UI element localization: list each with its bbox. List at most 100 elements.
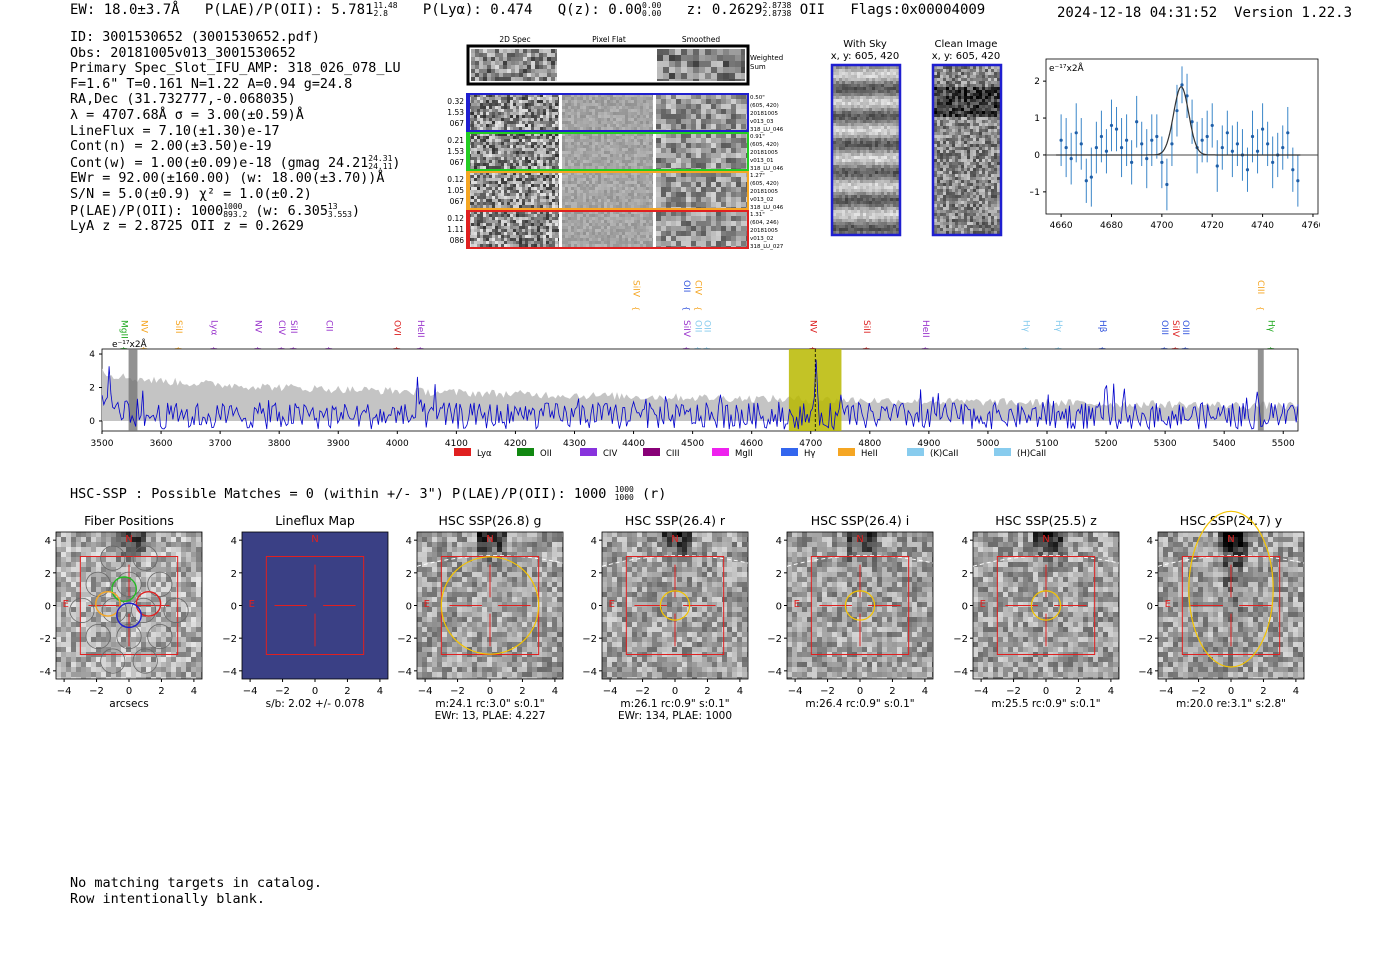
zoom-point	[1079, 142, 1083, 146]
panel-xtick-label: 4	[737, 686, 743, 697]
lineflux-map	[242, 532, 388, 679]
legend-label: Hγ	[804, 449, 815, 459]
plya-value: P(Lyα): 0.474	[422, 2, 533, 18]
cutout-smooth-block	[656, 133, 748, 170]
spectrum-xtick-label: 5500	[1272, 439, 1295, 449]
spectral-line-bracket: {	[1098, 346, 1107, 351]
zoom-point	[1094, 145, 1098, 150]
panel-xtick-label: −2	[820, 686, 835, 697]
spectral-line-bracket: {	[682, 346, 691, 351]
panel-caption: m:20.0 re:3.1" s:2.8"	[1176, 698, 1286, 710]
panel-ytick-label: −2	[953, 634, 968, 645]
compass-north: N	[1227, 534, 1234, 545]
panel-image	[1158, 532, 1304, 679]
cutout-right-label: 318_LU_046	[750, 205, 784, 211]
zoom-point	[1059, 138, 1063, 142]
fiber-circle	[85, 623, 111, 650]
zoom-point	[1250, 134, 1255, 139]
spectrum-xtick-label: 4400	[622, 439, 645, 449]
compass-east: E	[980, 599, 986, 610]
fiber-circle	[132, 648, 158, 674]
zoom-xtick-label: 4760	[1302, 221, 1320, 231]
legend-swatch	[517, 448, 534, 456]
clean-image-xy: x, y: 605, 420	[932, 51, 1001, 62]
spectral-line-bracket: {	[209, 346, 218, 351]
panel-ytick-label: 2	[591, 569, 597, 580]
cutout-left-label: 1.53	[447, 108, 464, 117]
zoom-point	[1235, 142, 1240, 146]
zoom-point	[1271, 160, 1275, 164]
legend-swatch	[838, 448, 855, 456]
aperture-box	[625, 556, 725, 655]
cutout-right-label: 318_LU_046	[750, 127, 784, 133]
with-sky-frame	[830, 63, 902, 237]
zoom-point	[1185, 94, 1189, 98]
fiber-circle	[116, 623, 142, 650]
panel-xtick-label: 2	[519, 686, 525, 697]
panel-xtick-label: 0	[487, 686, 493, 697]
legend-label: Lyα	[477, 449, 492, 459]
spectral-line-bracket: {	[174, 346, 183, 351]
zoom-point	[1255, 149, 1260, 153]
compass-east: E	[1165, 599, 1171, 610]
weighted-sum-row: Weighted Sum	[466, 44, 783, 86]
zoom-point	[1210, 123, 1214, 128]
spectral-line-label: SiIV	[631, 280, 641, 298]
zoom-point	[1109, 123, 1114, 128]
sum-label: Sum	[750, 63, 766, 71]
cutout-left-label: 0.21	[447, 136, 464, 145]
clean-image	[931, 63, 1003, 237]
panel-ytick-label: 4	[962, 536, 968, 547]
hsc-panel-5: HSC SSP(26.4) i N E 4 2 0 −2 −4 −4 −2 0 2 4 m:26.4 rc…	[767, 513, 934, 710]
panel-ytick-label: −2	[1138, 634, 1153, 645]
fiber-circle	[131, 597, 157, 623]
panel-ytick-label: −2	[40, 634, 51, 645]
cutout-left-label: 067	[450, 119, 465, 128]
weighted-smooth-block	[657, 49, 745, 81]
spectrum-xtick-label: 5400	[1213, 439, 1236, 449]
summary-header: EW: 18.0±3.7Å P(LAE)/P(OII): 5.781 11.48 2…	[70, 1, 986, 19]
panel-caption: s/b: 2.02 +/- 0.078	[266, 698, 365, 710]
with-sky-title: With Sky	[843, 39, 887, 50]
hsc-panel-2: Lineflux Map N E 4 2 0 −2 −4 −4 −2 0 2 4 s/b: 2.02 +/…	[222, 513, 389, 710]
panel-xtick-label: −4	[418, 686, 433, 697]
z-value: z: 0.2629	[686, 2, 763, 18]
info-lineflux: LineFlux = 7.10(±1.30)e-17	[70, 123, 280, 139]
cutout-color-bar	[467, 133, 470, 170]
cutout-flat-block	[562, 211, 654, 248]
fiber-circle	[147, 571, 173, 597]
cutout-left-label: 1.11	[447, 225, 464, 234]
legend-swatch	[781, 448, 798, 456]
panel-ytick-label: 2	[1147, 569, 1153, 580]
zoom-point	[1074, 131, 1078, 135]
cutout-right-label: v013_03	[750, 119, 774, 125]
fiber-circle	[100, 648, 126, 674]
cutout-left-label: 086	[450, 236, 465, 245]
mask-arc	[416, 555, 564, 567]
cutout-right-label: 20181005	[750, 189, 778, 195]
panel-ytick-label: 0	[1147, 602, 1153, 613]
panel-xtick-label: 4	[1293, 686, 1299, 697]
legend-label: MgII	[735, 449, 753, 459]
info-contw: Cont(w) = 1.00(±0.09)e-18 (gmag 24.21 24.…	[70, 153, 401, 171]
panel-xtick-label: 2	[704, 686, 710, 697]
spectrum-xtick-label: 3600	[150, 439, 173, 449]
cutout-row-2: 0.21 1.53 067 0.91" (605, 420) 20181005 v013_0…	[447, 132, 784, 172]
aperture-box	[1181, 556, 1281, 655]
cutout-right-label: v013_02	[750, 236, 774, 242]
spectrum-xtick-label: 4000	[386, 439, 409, 449]
mask-arc	[1157, 555, 1305, 567]
panel-xtick-label: −4	[788, 686, 803, 697]
hsc-panel-3: HSC SSP(26.8) g N E 4 2 0 −2 −4 −4 −2 0 2 4 m:24.1 rc…	[397, 513, 564, 722]
spectral-line-label: OIII	[1159, 320, 1169, 335]
panel-caption: m:25.5 rc:0.9" s:0.1"	[991, 698, 1100, 710]
zoom-point	[1160, 160, 1164, 164]
cutout-right-label: v013_02	[750, 197, 774, 203]
zoom-xtick-label: 4660	[1050, 221, 1073, 231]
flags-value: Flags:0x00004009	[850, 2, 986, 18]
info-radec: RA,Dec (31.732777,-0.068035)	[70, 92, 296, 108]
panel-ytick-label: −4	[222, 667, 237, 678]
zoom-ytick-label: −1	[1030, 188, 1040, 198]
fiber-blue	[116, 602, 142, 629]
zoom-point	[1135, 120, 1139, 124]
